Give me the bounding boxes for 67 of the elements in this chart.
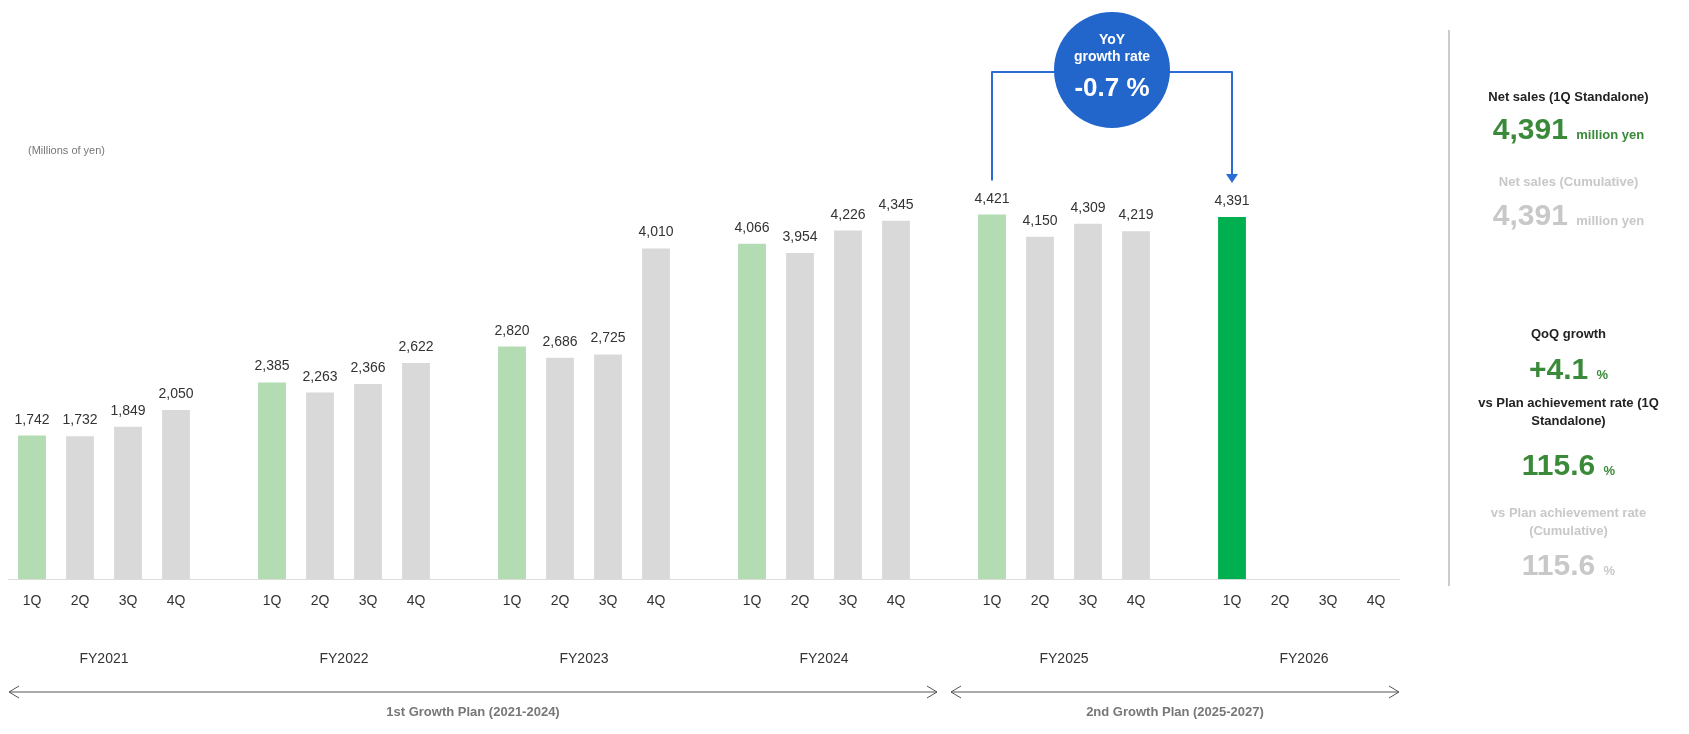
data-label: 4,066 [734,218,770,235]
text: FY2024 [799,650,849,666]
text: FY2021 [79,650,129,666]
x-tick-label: 2Q [70,592,90,609]
text: 1st Growth Plan (2021-2024) [386,704,560,719]
x-tick-label: 3Q [838,592,858,609]
x-tick-label: 1Q [742,592,762,609]
x-tick-label: 2Q [550,592,570,609]
x-tick-label: 1Q [502,592,522,609]
data-label: 4,345 [878,195,914,212]
text: YoY growth rate -0.7 % [1073,31,1151,102]
data-label: 1,742 [14,410,50,427]
text: FY2022 [319,650,369,666]
x-tick-label: 1Q [262,592,282,609]
data-label: 4,309 [1070,198,1106,215]
text: FY2026 [1279,650,1329,666]
text: 4,391 million yen [1492,112,1645,145]
x-tick-label: 4Q [646,592,666,609]
text: +4.1 % [1528,352,1609,385]
text: FY2025 [1039,650,1089,666]
x-tick-label: 2Q [790,592,810,609]
data-label: 2,622 [398,337,434,354]
data-label: 2,686 [542,332,578,349]
data-label: 2,263 [302,367,338,384]
text: QoQ growth [1529,325,1608,343]
data-label: 4,226 [830,205,866,222]
x-tick-label: 4Q [166,592,186,609]
data-label: 4,391 [1214,191,1250,208]
x-tick-label: 3Q [1318,592,1338,609]
bar [498,346,526,580]
data-label: 2,366 [350,359,386,376]
x-tick-label: 1Q [982,592,1002,609]
x-tick-label: 4Q [1126,592,1146,609]
x-tick-label: 4Q [406,592,426,609]
bar [738,243,766,580]
text: 115.6 % [1521,448,1616,481]
bar [258,382,286,580]
data-label: 4,421 [974,189,1010,206]
data-label: 4,150 [1022,211,1058,228]
bar [18,435,46,580]
x-tick-label: 3Q [118,592,138,609]
data-label: 3,954 [782,228,818,245]
data-label: 2,385 [254,357,290,374]
y-axis-title: (Millions of yen) [28,144,106,156]
x-tick-label: 1Q [1222,592,1242,609]
x-tick-label: 2Q [1270,592,1290,609]
data-label: 2,820 [494,321,530,338]
data-label: 1,849 [110,401,146,418]
text: Net sales (1Q Standalone) [1487,88,1650,106]
x-tick-label: 2Q [1030,592,1050,609]
data-label: 4,010 [638,223,674,240]
x-tick-label: 3Q [1078,592,1098,609]
text: 2nd Growth Plan (2025-2027) [1086,704,1264,719]
data-label: 1,732 [62,411,98,428]
x-tick-label: 1Q [22,592,42,609]
bar [978,214,1006,580]
bar [1218,216,1246,580]
data-label: 2,050 [158,385,194,402]
data-label: 4,219 [1118,206,1154,223]
x-tick-label: 3Q [358,592,378,609]
x-tick-label: 3Q [598,592,618,609]
x-tick-label: 4Q [1366,592,1386,609]
x-tick-label: 4Q [886,592,906,609]
x-tick-label: 2Q [310,592,330,609]
text: vs Plan achievement rate (1Q Standalone) [1477,394,1660,430]
text: FY2023 [559,650,609,666]
data-label: 2,725 [590,329,626,346]
